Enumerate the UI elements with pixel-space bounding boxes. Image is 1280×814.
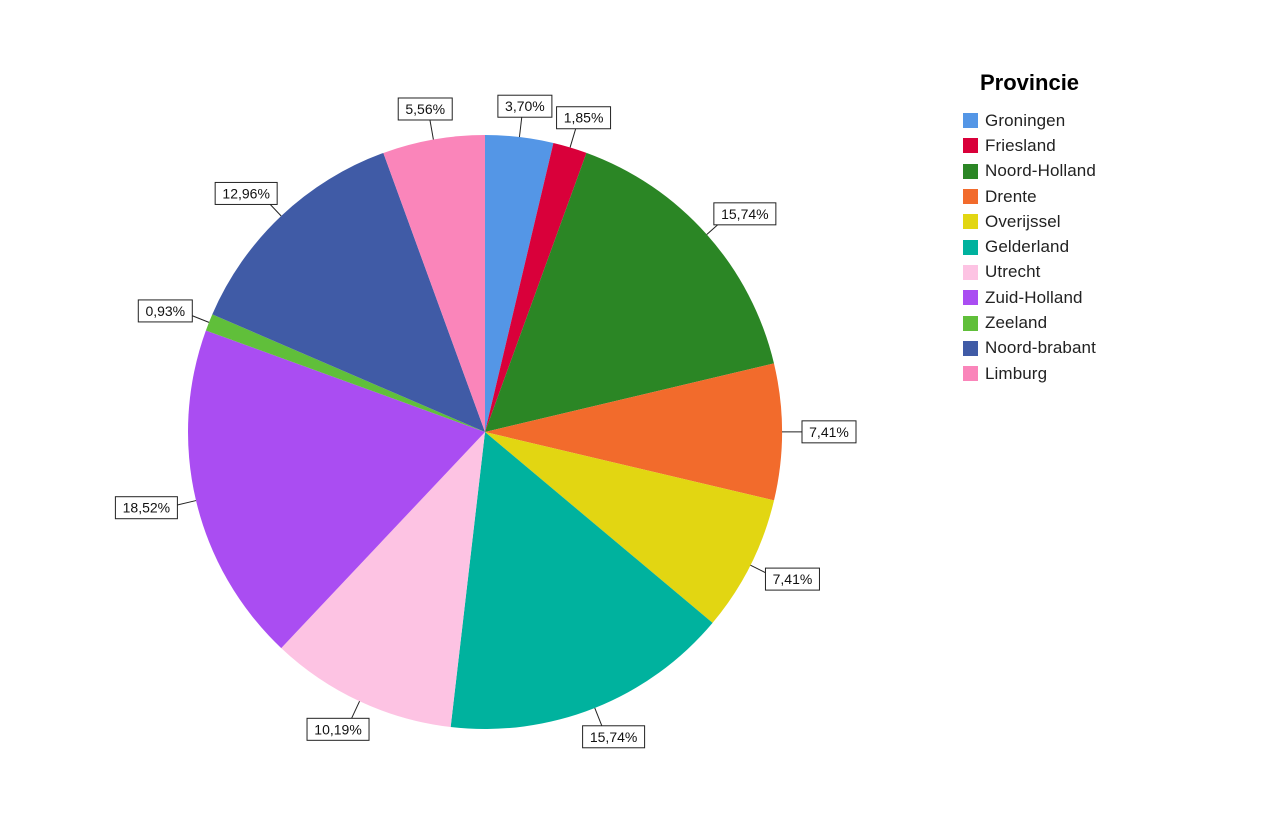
legend-swatch xyxy=(962,289,979,307)
slice-label-zuid-holland: 18,52% xyxy=(114,496,197,520)
legend-swatch xyxy=(962,162,979,180)
slice-percent-text: 7,41% xyxy=(809,424,849,440)
legend-label: Gelderland xyxy=(985,237,1070,257)
pie-slice-drente xyxy=(485,363,782,501)
label-box xyxy=(137,299,193,323)
slice-label-gelderland: 15,74% xyxy=(582,707,646,749)
legend-swatch xyxy=(962,339,979,357)
pie-slices xyxy=(188,135,782,730)
pie-slice-utrecht xyxy=(281,432,485,728)
legend-item-utrecht: Utrecht xyxy=(962,260,1096,285)
slice-percent-text: 18,52% xyxy=(123,500,170,516)
legend-label: Limburg xyxy=(985,363,1048,383)
slice-label-noord-holland: 15,74% xyxy=(706,202,777,235)
pie-slice-overijssel xyxy=(485,432,775,623)
legend-swatch xyxy=(962,238,979,256)
leader-line xyxy=(174,500,197,507)
slice-label-overijssel: 7,41% xyxy=(750,564,820,591)
legend-item-limburg: Limburg xyxy=(962,361,1096,386)
pie-slice-limburg xyxy=(383,135,485,432)
label-box xyxy=(397,97,453,121)
slice-percent-text: 12,96% xyxy=(222,185,269,201)
pie-slice-zuid-holland xyxy=(188,330,485,649)
legend-swatch xyxy=(962,314,979,332)
pie-slice-friesland xyxy=(485,142,587,433)
label-box xyxy=(764,567,820,591)
legend-item-gelderland: Gelderland xyxy=(962,234,1096,259)
legend-item-noord-brabant: Noord-brabant xyxy=(962,336,1096,361)
leader-line xyxy=(518,115,523,138)
label-box xyxy=(306,717,370,741)
slice-percent-text: 1,85% xyxy=(564,110,604,126)
slice-percent-text: 15,74% xyxy=(721,206,768,222)
legend-label: Noord-brabant xyxy=(985,338,1096,358)
slice-percent-text: 3,70% xyxy=(505,98,545,114)
label-box xyxy=(801,420,857,444)
label-box xyxy=(114,496,178,520)
slice-label-limburg: 5,56% xyxy=(397,97,453,140)
legend-label: Utrecht xyxy=(985,262,1041,282)
pie-slice-groningen xyxy=(485,135,554,432)
legend-label: Groningen xyxy=(985,110,1066,130)
pie-slice-gelderland xyxy=(450,432,713,730)
legend-swatch xyxy=(962,213,979,231)
slice-percent-text: 0,93% xyxy=(145,303,185,319)
legend-items: Groningen Friesland Noord-Holland Drente Ove… xyxy=(962,108,1096,386)
legend-swatch xyxy=(962,365,979,383)
slice-label-zeeland: 0,93% xyxy=(137,299,210,323)
pie-slice-zeeland xyxy=(205,314,485,432)
legend-swatch xyxy=(962,188,979,206)
leader-line xyxy=(429,117,434,140)
legend-label: Drente xyxy=(985,186,1037,206)
slice-label-drente: 7,41% xyxy=(781,420,857,444)
legend-label: Friesland xyxy=(985,135,1056,155)
label-box xyxy=(214,181,278,205)
legend-item-zeeland: Zeeland xyxy=(962,310,1096,335)
legend-item-noord-holland: Noord-Holland xyxy=(962,159,1096,184)
slice-percent-text: 5,56% xyxy=(405,101,445,117)
label-box xyxy=(713,202,777,226)
slice-label-noord-brabant: 12,96% xyxy=(214,181,282,217)
legend-item-friesland: Friesland xyxy=(962,133,1096,158)
label-box xyxy=(582,725,646,749)
leader-line xyxy=(569,126,577,148)
legend-label: Zeeland xyxy=(985,313,1048,333)
slice-label-friesland: 1,85% xyxy=(556,106,612,148)
label-box xyxy=(497,94,553,118)
legend-item-zuid-holland: Zuid-Holland xyxy=(962,285,1096,310)
leader-line xyxy=(594,707,604,729)
legend: Provincie Groningen Friesland Noord-Hollan… xyxy=(962,70,1096,386)
slice-label-groningen: 3,70% xyxy=(497,94,553,138)
legend-label: Overijssel xyxy=(985,211,1061,231)
legend-item-overijssel: Overijssel xyxy=(962,209,1096,234)
legend-item-groningen: Groningen xyxy=(962,108,1096,133)
legend-label: Noord-Holland xyxy=(985,161,1096,181)
slice-labels: 3,70% 1,85% 15,74% 7,41% 7,41% 15,74% 10,19% 18… xyxy=(114,94,857,749)
legend-swatch xyxy=(962,137,979,155)
legend-swatch xyxy=(962,112,979,130)
legend-item-drente: Drente xyxy=(962,184,1096,209)
legend-title: Provincie xyxy=(980,70,1080,95)
label-box xyxy=(556,106,612,130)
slice-percent-text: 15,74% xyxy=(590,729,637,745)
slice-percent-text: 7,41% xyxy=(773,571,813,587)
legend-swatch xyxy=(962,263,979,281)
legend-label: Zuid-Holland xyxy=(985,287,1083,307)
pie-slice-noord-holland xyxy=(485,152,774,432)
slice-percent-text: 10,19% xyxy=(314,721,361,737)
slice-label-utrecht: 10,19% xyxy=(306,701,370,741)
pie-slice-noord-brabant xyxy=(212,152,486,432)
